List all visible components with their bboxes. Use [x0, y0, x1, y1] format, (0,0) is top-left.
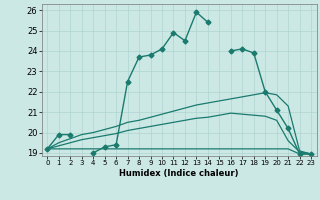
X-axis label: Humidex (Indice chaleur): Humidex (Indice chaleur) [119, 169, 239, 178]
